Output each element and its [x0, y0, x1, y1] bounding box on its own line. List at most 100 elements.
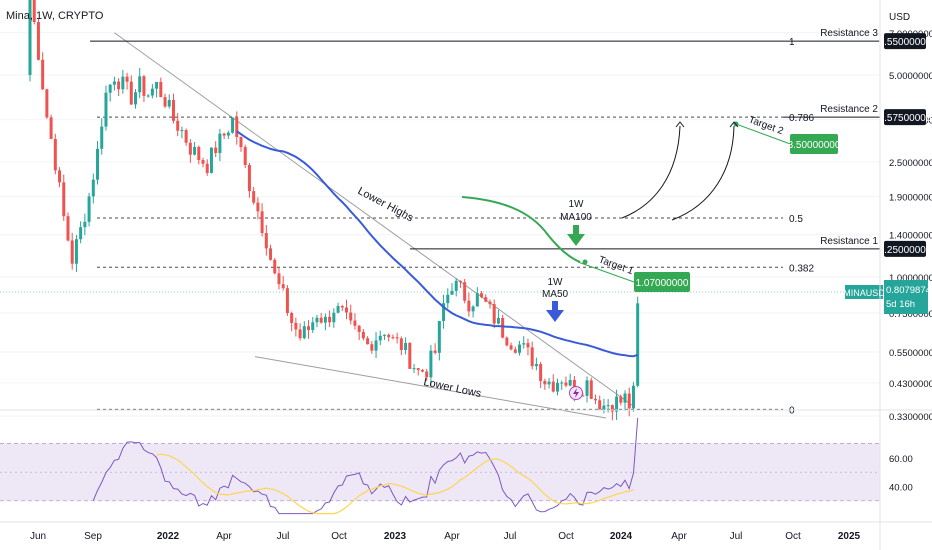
level-tag-text: 1.25000000	[879, 245, 932, 256]
candle-body	[581, 395, 585, 397]
candle-body	[429, 350, 433, 378]
rsi-line	[92, 417, 639, 515]
candle-body	[193, 146, 197, 155]
projection-arrowhead	[675, 121, 685, 128]
candle-body	[231, 117, 235, 133]
rsi-ma-line	[156, 453, 634, 515]
candle-body	[269, 248, 273, 260]
ma100-arrow-shaft	[573, 225, 579, 235]
candle-body	[277, 273, 281, 285]
candle-body	[117, 81, 121, 90]
resistance-label: Resistance 3	[820, 28, 878, 39]
candle-body	[311, 322, 315, 331]
candle-body	[294, 322, 298, 330]
candle-body	[134, 92, 137, 105]
target-2-tag-text: 3.50000000	[788, 140, 841, 151]
candle-body	[315, 317, 319, 323]
candle-body	[412, 368, 416, 370]
candle-body	[155, 81, 159, 89]
candle-body	[188, 142, 192, 155]
candle-body	[357, 325, 361, 332]
candle-body	[560, 382, 564, 384]
ticker-tag-text: MINAUSD	[843, 288, 885, 298]
candle-body	[589, 380, 593, 399]
candle-body	[420, 369, 424, 372]
level-tag-text: 3.57500000	[879, 113, 932, 124]
candle-body	[450, 290, 454, 295]
lower-highs-label: Lower Highs	[356, 185, 416, 225]
candle-body	[243, 147, 247, 165]
candle-body	[598, 400, 602, 410]
candle-body	[129, 81, 133, 105]
fib-label: 0.5	[789, 214, 803, 225]
candle-body	[349, 312, 353, 321]
target-1-label: Target 1	[597, 254, 635, 277]
candle-body	[623, 393, 627, 403]
candle-body	[171, 100, 175, 121]
candle-body	[49, 117, 53, 139]
time-tick: 2025	[838, 531, 861, 542]
candle-body	[496, 317, 500, 324]
candle-body	[387, 334, 391, 338]
candle-body	[125, 76, 129, 82]
candle-body	[214, 147, 218, 153]
rsi-tick: 40.00	[889, 482, 913, 493]
candle-body	[104, 92, 108, 127]
candle-body	[184, 130, 188, 143]
candle-body	[416, 368, 420, 370]
projection-arc	[621, 125, 681, 219]
price-tick: 0.55000000	[889, 348, 932, 359]
candle-body	[437, 320, 441, 353]
candle-body	[45, 89, 49, 118]
candle-body	[96, 148, 100, 180]
fib-label: 0.786	[789, 113, 814, 124]
candle-body	[167, 100, 171, 107]
candle-body	[328, 316, 332, 323]
target-2-tag-box	[790, 134, 838, 154]
candle-body	[509, 345, 513, 350]
resistance-label: Resistance 1	[820, 236, 878, 247]
candle-body	[619, 396, 623, 403]
candle-body	[62, 182, 66, 217]
candle-body	[615, 396, 619, 412]
candle-body	[484, 297, 488, 302]
resistance-label: Resistance 2	[820, 104, 878, 115]
time-tick: Apr	[444, 531, 460, 542]
candle-body	[391, 337, 395, 339]
candle-body	[180, 130, 184, 132]
candle-body	[526, 343, 530, 348]
candle-body	[252, 191, 256, 203]
candle-body	[302, 326, 306, 339]
candle-body	[631, 385, 635, 409]
ma100-annot-2: MA100	[560, 212, 592, 223]
candle-body	[205, 163, 209, 173]
candle-body	[547, 381, 551, 385]
candle-body	[458, 280, 462, 283]
fib-label: 1	[789, 37, 795, 48]
candle-body	[353, 320, 357, 326]
candle-body	[138, 76, 142, 93]
target-1-path	[577, 261, 635, 283]
ma100-annot-1: 1W	[569, 199, 585, 210]
candle-body	[247, 164, 251, 192]
candle-body	[83, 221, 87, 228]
chart-title: Mina, 1W, CRYPTO	[6, 10, 104, 22]
candle-body	[239, 136, 243, 148]
candle-body	[543, 380, 547, 385]
fib-label: 0	[789, 405, 795, 416]
candle-body	[91, 179, 95, 197]
candle-body	[28, 0, 32, 75]
currency-label: USD	[889, 12, 911, 23]
level-tag-box	[884, 109, 926, 126]
ma100-arrow-head	[567, 234, 585, 246]
candle-body	[522, 343, 526, 345]
candle-body	[442, 303, 446, 321]
candle-body	[53, 138, 57, 171]
candle-body	[87, 196, 91, 222]
time-tick: Oct	[558, 531, 574, 542]
rsi-tick: 60.00	[889, 454, 913, 465]
candle-body	[100, 126, 104, 149]
candle-body	[539, 364, 543, 381]
